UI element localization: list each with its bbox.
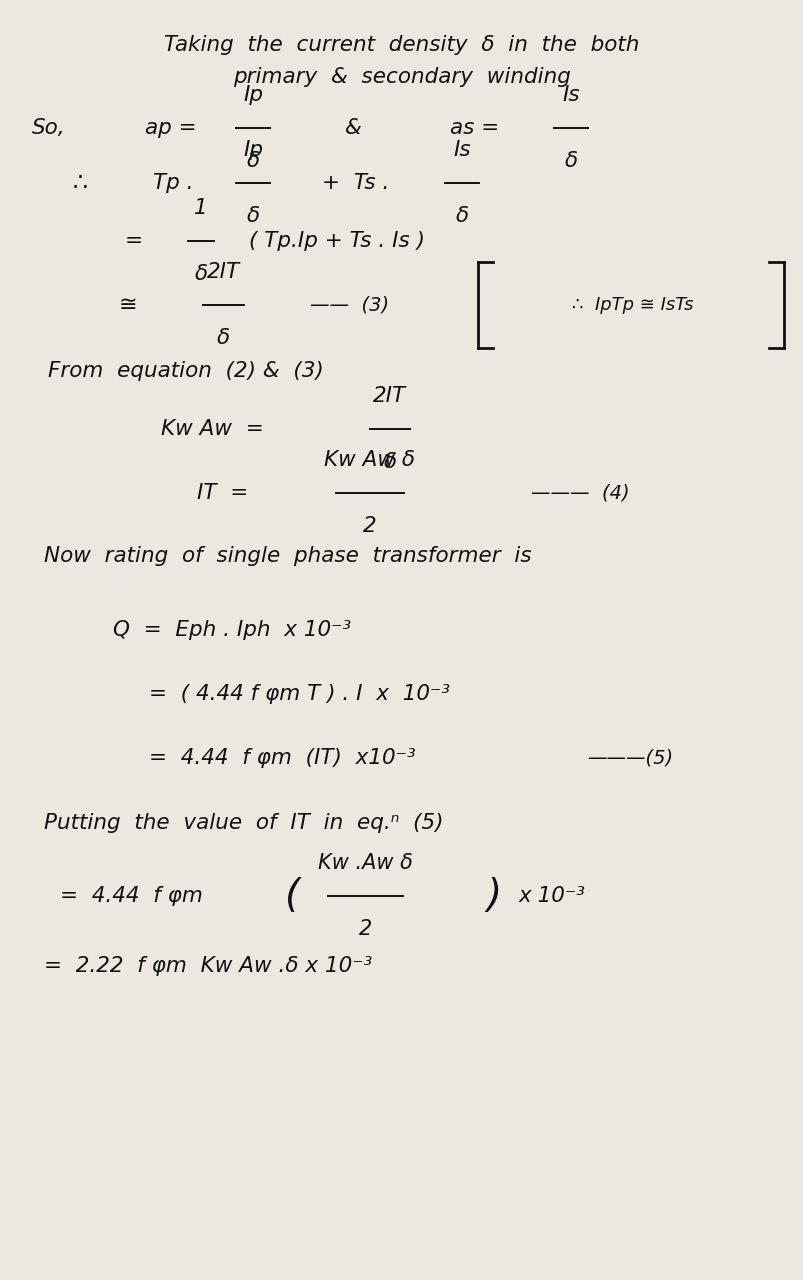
- Text: Ip: Ip: [243, 140, 263, 160]
- Text: δ: δ: [455, 206, 468, 227]
- Text: 2: 2: [359, 919, 372, 940]
- Text: ( Tp.Ip + Ts . Is ): ( Tp.Ip + Ts . Is ): [249, 230, 425, 251]
- Text: =  2.22  f φm  Kw Aw .δ x 10⁻³: = 2.22 f φm Kw Aw .δ x 10⁻³: [44, 956, 372, 977]
- Text: as =: as =: [450, 118, 499, 138]
- Text: Kw .Aw δ: Kw .Aw δ: [318, 852, 413, 873]
- Text: IT  =: IT =: [197, 483, 248, 503]
- Text: ———  (4): ——— (4): [530, 484, 629, 502]
- Text: Ip: Ip: [243, 84, 263, 105]
- Text: Kw Aw  =: Kw Aw =: [161, 419, 263, 439]
- Text: 2IT: 2IT: [206, 261, 240, 282]
- Text: Putting  the  value  of  IT  in  eq.ⁿ  (5): Putting the value of IT in eq.ⁿ (5): [44, 813, 443, 833]
- Text: =  4.44  f φm: = 4.44 f φm: [60, 886, 203, 906]
- Text: 2: 2: [363, 516, 376, 536]
- Text: x 10⁻³: x 10⁻³: [518, 886, 585, 906]
- Text: ): ): [486, 877, 501, 915]
- Text: +  Ts .: + Ts .: [321, 173, 389, 193]
- Text: δ: δ: [564, 151, 577, 172]
- Text: ∴: ∴: [72, 172, 88, 195]
- Text: =: =: [124, 230, 142, 251]
- Text: ——  (3): —— (3): [309, 296, 388, 314]
- Text: Now  rating  of  single  phase  transformer  is: Now rating of single phase transformer i…: [44, 545, 531, 566]
- Text: δ: δ: [383, 452, 396, 472]
- Text: Is: Is: [561, 84, 579, 105]
- Text: (: (: [285, 877, 300, 915]
- Text: From  equation  (2) &  (3): From equation (2) & (3): [48, 361, 324, 381]
- Text: δ: δ: [247, 206, 259, 227]
- Text: Q  =  Eph . Iph  x 10⁻³: Q = Eph . Iph x 10⁻³: [112, 620, 350, 640]
- Text: &: &: [345, 118, 361, 138]
- Text: Taking  the  current  density  δ  in  the  both: Taking the current density δ in the both: [164, 35, 639, 55]
- Text: =  4.44  f φm  (IT)  x10⁻³: = 4.44 f φm (IT) x10⁻³: [149, 748, 415, 768]
- Text: 2IT: 2IT: [373, 385, 406, 406]
- Text: 1: 1: [194, 197, 207, 218]
- Text: Is: Is: [453, 140, 471, 160]
- Text: δ: δ: [247, 151, 259, 172]
- Text: So,: So,: [32, 118, 66, 138]
- Text: ap =: ap =: [145, 118, 196, 138]
- Text: =  ( 4.44 f φm T ) . I  x  10⁻³: = ( 4.44 f φm T ) . I x 10⁻³: [149, 684, 449, 704]
- Text: Tp .: Tp .: [153, 173, 193, 193]
- Text: primary  &  secondary  winding: primary & secondary winding: [233, 67, 570, 87]
- Text: ≅: ≅: [119, 294, 137, 315]
- Text: δ: δ: [194, 264, 207, 284]
- Text: ∴  IpTp ≅ IsTs: ∴ IpTp ≅ IsTs: [571, 296, 693, 314]
- Text: ———(5): ———(5): [586, 749, 672, 767]
- Text: δ: δ: [217, 328, 230, 348]
- Text: Kw Aw δ: Kw Aw δ: [324, 449, 415, 470]
